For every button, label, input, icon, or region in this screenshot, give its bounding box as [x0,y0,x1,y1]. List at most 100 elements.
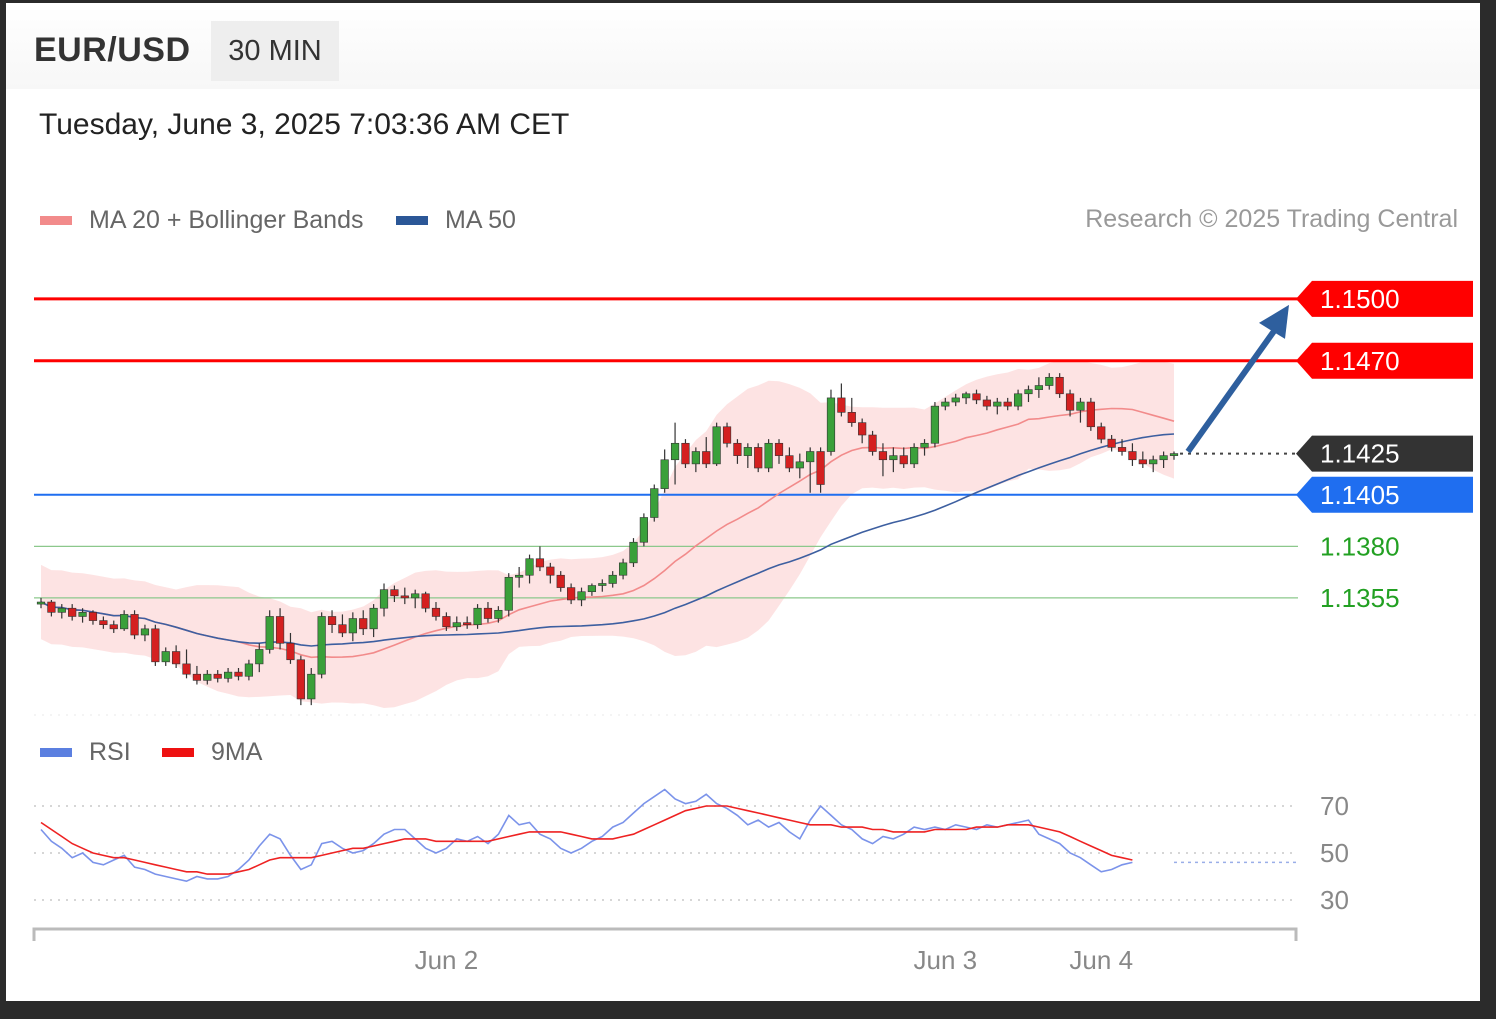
candle-body [587,585,597,593]
candle-body [982,399,991,407]
candle-body [483,607,493,619]
chart-datetime: Tuesday, June 3, 2025 7:03:36 AM CET [39,108,570,141]
candle-body [754,447,763,469]
level-tag-1.1425 [1296,435,1473,472]
candle-body [764,442,773,469]
candle-body [442,616,451,628]
candle-body [307,673,316,700]
candle-body [1117,447,1127,452]
ma50-line [40,433,1175,647]
candle-body [951,397,960,403]
candle-body [1034,385,1043,390]
candle-body [629,541,638,564]
candle-body [806,451,815,463]
legend-label-ma20: MA 20 + Bollinger Bands [89,206,364,234]
legend-ma20: MA 20 + Bollinger Bands [40,206,363,235]
symbol-title: EUR/USD [34,31,191,69]
candle-body [1097,426,1106,440]
candle-body [1107,438,1116,448]
candle-body [868,434,877,452]
candle-body [837,397,846,413]
bollinger-band-area [41,360,1174,708]
candle-body [795,461,804,469]
candle-body [120,614,129,630]
candle-body [639,517,648,543]
candle-body [78,612,87,617]
target-arrow-head [1259,304,1289,339]
candle-body [68,607,77,617]
chart-header: EUR/USD 30 MIN [6,3,1480,89]
candle-body [151,628,160,663]
candle-body [140,628,150,636]
rsi-level-label-30: 30 [1320,885,1349,915]
candle-body [1013,393,1023,407]
candle-body [1065,393,1075,411]
level-label-1.1405: 1.1405 [1320,480,1400,510]
candle-body [224,671,233,679]
candle-body [910,447,919,465]
level-tag-1.1405 [1296,476,1473,513]
x-axis-line [32,927,1298,941]
candle-body [681,442,690,465]
copyright-text: Research © 2025 Trading Central [1085,205,1458,233]
candle-body [1159,455,1168,461]
candle-body [972,393,981,401]
legend-rsi: RSI [40,738,131,767]
candle-body [494,609,503,619]
candle-body [899,455,908,465]
candle-body [1003,401,1012,407]
candle-body [379,589,389,609]
candle-body [88,612,98,621]
candle-body [930,405,940,444]
rsi-line [40,788,1133,883]
candle-body [275,616,285,644]
candle-body [556,574,565,588]
candle-body [993,401,1002,407]
candle-body [941,401,950,407]
legend-ma50: MA 50 [396,206,516,235]
candle-body [99,620,108,626]
candle-body [650,488,659,518]
price-chart[interactable]: 1.1500 1.1470 1.1425 1.1405 1.1380 1.1355 70 50… [6,3,1480,1001]
legend-swatch-ma50 [396,216,428,225]
candle-body [608,574,617,584]
candle-body [182,663,191,675]
candle-body [858,422,867,436]
timeframe-badge[interactable]: 30 MIN [211,21,339,81]
x-axis-label: Jun 3 [914,945,978,975]
candle-body [660,459,669,489]
candle-body [878,451,888,461]
candle-body [515,574,524,578]
candle-body [722,426,732,444]
candle-body [47,601,56,613]
candle-body [535,558,545,568]
candle-body [1055,376,1064,395]
legend-label-9ma: 9MA [211,738,263,766]
candle-body [774,442,784,456]
candle-body [1076,401,1085,411]
level-tag-1.1470 [1296,342,1473,379]
candle-body [234,671,243,677]
candle-body [172,651,181,665]
rsi-level-label-70: 70 [1320,791,1349,821]
candle-body [255,649,264,665]
candle-body [920,442,929,448]
legend-label-ma50: MA 50 [445,206,516,234]
candle-body [369,607,378,630]
x-axis-label: Jun 2 [415,945,479,975]
candle-body [733,442,742,456]
candle-body [1149,459,1158,465]
candle-body [431,607,441,617]
candle-body [109,624,118,630]
candle-body [691,451,700,465]
candle-body [1045,376,1054,386]
candle-body [463,622,472,626]
level-label-1.1380: 1.1380 [1320,531,1400,561]
candle-body [192,673,202,681]
candle-body [473,607,482,626]
candle-body [317,616,326,675]
legend-9ma: 9MA [162,738,262,767]
candle-body [286,642,295,661]
rsi-level-label-50: 50 [1320,838,1349,868]
candle-body [816,451,825,485]
